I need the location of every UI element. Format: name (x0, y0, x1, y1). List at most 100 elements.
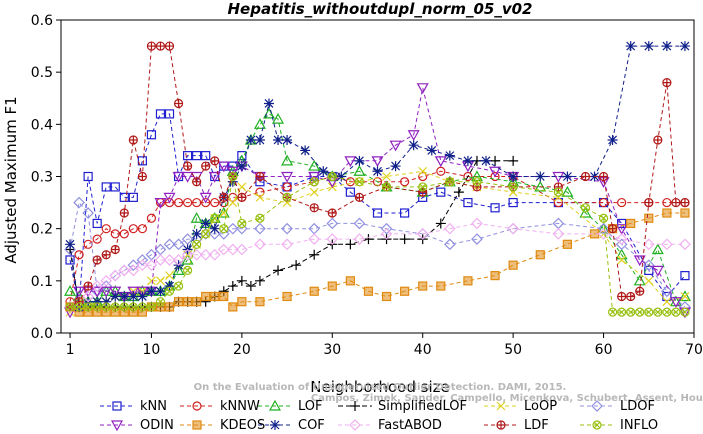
data-point-fastabod (254, 238, 266, 251)
data-point-fastabod (127, 264, 140, 277)
data-point-loop (680, 292, 690, 301)
data-point-lof (64, 285, 77, 296)
data-point-cof (354, 155, 365, 166)
data-point-odin (416, 83, 429, 95)
data-point-ldf (598, 171, 609, 182)
data-point-inflo (653, 307, 663, 317)
data-point-ldof (226, 222, 239, 235)
data-point-ldf (219, 192, 229, 202)
data-point-knnw (101, 224, 111, 234)
data-point-odin (136, 286, 149, 298)
data-point-odin (163, 192, 176, 204)
x-tick-label: 20 (233, 342, 251, 358)
data-point-ldof (254, 222, 266, 235)
legend-marker-ldf (496, 420, 506, 430)
data-point-odin (73, 286, 86, 298)
data-point-kdeos (418, 281, 428, 291)
data-point-kdeos (210, 291, 220, 302)
data-point-inflo (237, 218, 247, 229)
data-point-fastabod (91, 280, 104, 292)
data-point-inflo (644, 307, 654, 317)
data-point-kdeos (345, 276, 355, 286)
data-point-ldf (192, 177, 202, 187)
data-point-ldf (83, 281, 93, 291)
data-point-knn (508, 197, 518, 208)
legend-item-odin: ODIN (100, 418, 174, 433)
axes: 0.0 0.1 0.2 0.3 0.4 0.5 0.6 1 10 20 30 40 50 60 70 (31, 13, 703, 358)
x-tick-label: 70 (685, 342, 703, 358)
legend-label-loop: LoOP (524, 399, 557, 414)
legend-item-kdeos: KDEOS (180, 418, 265, 433)
data-point-kdeos (92, 307, 102, 317)
series-line-simplifiedlof (69, 160, 514, 308)
series-line-lof (69, 113, 686, 303)
data-point-knnw (436, 166, 446, 176)
x-tick-label: 30 (323, 342, 341, 358)
data-point-odin (199, 192, 212, 204)
data-point-inflo (228, 171, 238, 182)
data-point-kdeos (183, 297, 193, 307)
data-point-loop (228, 198, 238, 208)
data-point-ldf (327, 208, 337, 218)
data-point-fastabod (136, 259, 149, 272)
legend-label-kdeos: KDEOS (220, 418, 265, 433)
data-point-knn (119, 192, 129, 202)
data-point-inflo (119, 302, 129, 312)
data-point-cof (200, 218, 211, 229)
data-point-ldf (173, 98, 184, 109)
data-point-inflo (65, 302, 75, 312)
data-point-fastabod (236, 243, 248, 256)
data-point-kdeos (309, 286, 319, 296)
data-point-lof (353, 165, 366, 176)
data-point-inflo (671, 307, 681, 317)
data-point-lof (217, 206, 230, 218)
data-point-inflo (472, 177, 482, 187)
legend-marker-lof (268, 399, 282, 411)
data-point-fastabod (118, 264, 131, 277)
data-point-fastabod (416, 228, 429, 240)
data-point-knn (372, 208, 383, 218)
data-point-inflo (445, 177, 455, 187)
data-point-knnw (617, 197, 627, 208)
data-point-knn (128, 192, 138, 202)
legend-item-knnw: kNNW (180, 399, 260, 414)
data-point-inflo (617, 307, 627, 317)
watermark-line-1: Campos, Zimek, Sander, Campello, Micenko… (311, 393, 703, 404)
data-point-knn (192, 151, 202, 161)
data-point-odin (181, 171, 194, 183)
data-point-cof (119, 291, 130, 302)
data-point-ldf (137, 171, 147, 182)
data-point-cof (390, 161, 401, 172)
data-point-ldof (127, 259, 140, 272)
legend-item-simplifiedlof: SimplifiedLOF (338, 399, 467, 414)
data-point-knn (92, 218, 102, 229)
legend-item-fastabod: FastABOD (338, 418, 442, 433)
data-point-odin (127, 286, 140, 298)
data-point-cof (254, 134, 265, 145)
data-point-fastabod (615, 233, 628, 245)
data-point-ldf (155, 41, 166, 51)
data-point-fastabod (281, 238, 293, 251)
data-point-ldof (443, 238, 456, 251)
data-point-fastabod (597, 228, 610, 240)
data-point-kdeos (562, 239, 573, 249)
data-point-inflo (137, 302, 147, 312)
data-point-kdeos (626, 218, 636, 229)
legend-label-knnw: kNNW (220, 399, 260, 414)
legend-item-ldof: LDOF (580, 399, 655, 414)
data-point-inflo (146, 302, 157, 312)
watermark-line-2: On the Evaluation of Unsupervised Outlie… (194, 382, 567, 393)
data-point-ldof (154, 243, 167, 256)
data-point-loop (309, 187, 319, 197)
data-point-inflo (354, 177, 365, 187)
data-point-cof (209, 223, 220, 234)
data-point-ldof (326, 217, 339, 230)
data-point-kdeos (400, 286, 410, 296)
data-point-ldof (661, 285, 673, 298)
data-point-inflo (327, 171, 337, 182)
watermark: On the Evaluation of Unsupervised Outlie… (194, 382, 703, 404)
legend-label-lof: LOF (298, 399, 323, 414)
data-point-inflo (164, 286, 175, 296)
data-point-knnw (192, 197, 202, 208)
